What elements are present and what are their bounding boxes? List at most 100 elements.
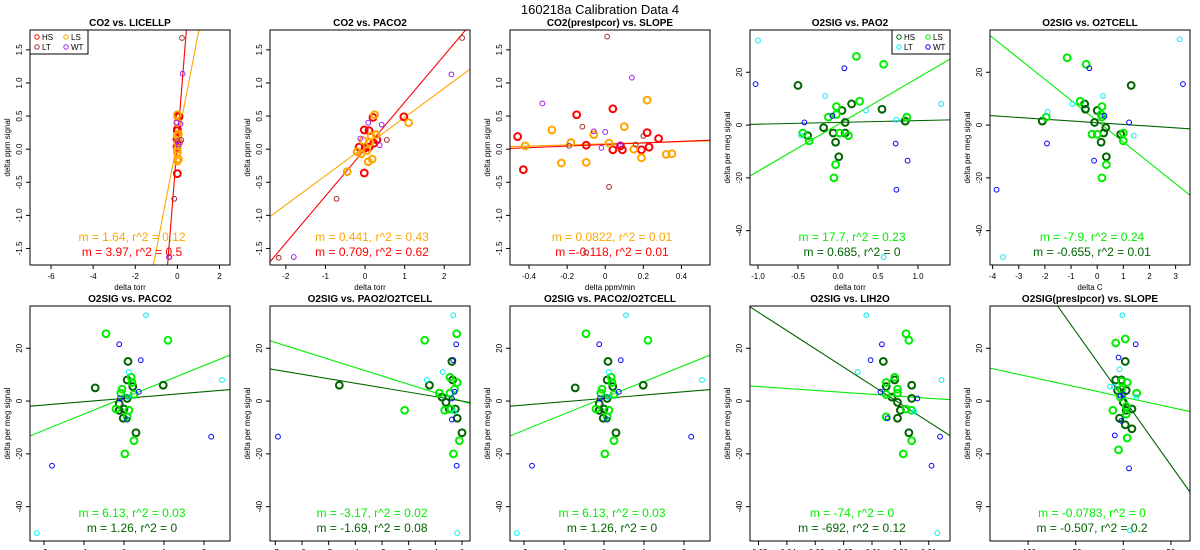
fit-annotation-HS: m = -0.655, r^2 = 0.01 [1033, 245, 1151, 259]
data-point-LS [893, 384, 902, 394]
y-tick-label: -20 [495, 448, 504, 460]
data-point-LS [117, 384, 127, 394]
data-point-WT [1120, 391, 1127, 398]
data-point-LS [174, 129, 183, 139]
fit-lines [990, 306, 1190, 493]
data-point-LT [605, 394, 611, 400]
data-point-LS [1101, 160, 1111, 170]
data-point-LT [33, 530, 40, 536]
x-tick-label: -1.0 [751, 272, 765, 281]
data-point-LS [898, 449, 908, 459]
y-tick-label: 1.0 [255, 77, 264, 89]
data-point-HS [581, 140, 591, 150]
data-point-LS [606, 372, 616, 382]
data-point-LS [609, 436, 619, 446]
plot-frame [269, 29, 471, 266]
data-point-HS [793, 81, 803, 90]
data-point-LT [1069, 101, 1076, 107]
data-point-LS [400, 405, 410, 415]
data-point-HS [1120, 357, 1130, 366]
y-tick-label: 0.5 [495, 110, 504, 122]
data-point-WT [453, 341, 460, 348]
data-point-LS [604, 138, 614, 148]
data-point-LT [1130, 132, 1137, 139]
data-point-WT [448, 395, 455, 402]
data-point-WT [841, 65, 848, 72]
data-point-HS [399, 112, 409, 122]
fit-annotation-LS: m = 1.64, r^2 = 0.12 [78, 230, 185, 244]
x-axis-label: delta ppm/min [585, 283, 635, 292]
x-tick-label: -0.02 [834, 548, 853, 550]
data-point-WT [1180, 81, 1186, 88]
data-point-HS [644, 142, 654, 152]
fit-annotation-HS: m = 0.685, r^2 = 0 [803, 245, 900, 259]
data-point-LT [450, 312, 457, 319]
data-point-LT [178, 136, 185, 143]
data-point-WT [617, 357, 624, 364]
plot-frame [989, 305, 1191, 542]
y-tick-label: 0 [255, 398, 264, 403]
x-tick-label: -2 [1041, 272, 1049, 281]
data-point-HS [603, 357, 613, 366]
data-point-LT [605, 369, 612, 375]
data-point-HS [359, 125, 369, 135]
x-tick-label: 0 [175, 272, 180, 281]
data-point-WT [877, 388, 884, 395]
data-point-WT [590, 128, 597, 135]
y-tick-label: 1.0 [495, 77, 504, 89]
x-tick-label: 0 [122, 548, 127, 550]
data-point-LS [890, 372, 900, 382]
fit-annotation-LS: m = 6.13, r^2 = 0.03 [558, 506, 665, 520]
data-point-HS [1101, 152, 1111, 162]
data-point-WT [451, 388, 458, 395]
data-point-LT [275, 254, 282, 261]
x-tick-label: 1 [642, 548, 647, 550]
y-tick-label: 0.0 [15, 143, 24, 155]
data-point-HS [608, 145, 618, 155]
data-point-LS [163, 335, 173, 345]
data-point-LS [1062, 53, 1072, 63]
x-tick-label: -100 [1020, 548, 1037, 550]
panel-title: O2SIG vs. O2TCELL [1042, 18, 1138, 29]
fit-line-HS [750, 306, 950, 437]
x-tick-label: -1 [1067, 272, 1075, 281]
data-point-LS [172, 144, 182, 154]
data-point-HS [441, 397, 451, 407]
legend-label-WT: WT [71, 43, 84, 52]
data-point-LT [911, 408, 918, 415]
data-point-LS [907, 436, 917, 446]
data-point-LS [1097, 112, 1107, 122]
data-point-LT [938, 101, 945, 107]
data-point-LT [219, 377, 225, 383]
x-tick-label: 0 [363, 272, 368, 281]
data-point-LS [844, 131, 853, 141]
data-point-HS [608, 382, 618, 391]
legend-marker-WT [925, 44, 931, 50]
data-point-HS [847, 99, 856, 109]
data-point-LS [902, 112, 912, 122]
data-point-HS [831, 137, 840, 147]
x-tick-label: 0 [1095, 272, 1100, 281]
data-point-WT [1132, 341, 1139, 348]
legend-box [29, 29, 89, 55]
data-point-LS [111, 404, 121, 414]
fit-annotation-HS: m = 3.97, r^2 = 0.5 [82, 245, 183, 259]
data-point-LS [1122, 433, 1132, 443]
plot-frame [989, 29, 1191, 266]
fit-annotation-LS: m = 0.441, r^2 = 0.43 [315, 230, 429, 244]
x-tick-label: 1 [402, 272, 407, 281]
y-tick-label: -20 [975, 448, 984, 460]
y-tick-label: 20 [735, 343, 744, 352]
x-tick-label: -3 [378, 548, 386, 550]
y-axis-label: delta ppm signal [3, 118, 12, 176]
data-point-LT [125, 369, 132, 375]
scatter-panel-5: O2SIG vs. O2TCELL -4 -3 -2 -1 0 1 2 3 -40 -20 0 20 de… [963, 18, 1191, 292]
data-point-WT [450, 357, 457, 364]
data-point-LS [637, 153, 646, 163]
data-point-LS [591, 404, 601, 414]
x-tick-label: 2 [442, 272, 447, 281]
data-point-HS [119, 404, 129, 414]
data-point-WT [1044, 140, 1050, 147]
y-tick-label: -1.5 [15, 241, 24, 255]
data-point-WT [137, 357, 144, 364]
